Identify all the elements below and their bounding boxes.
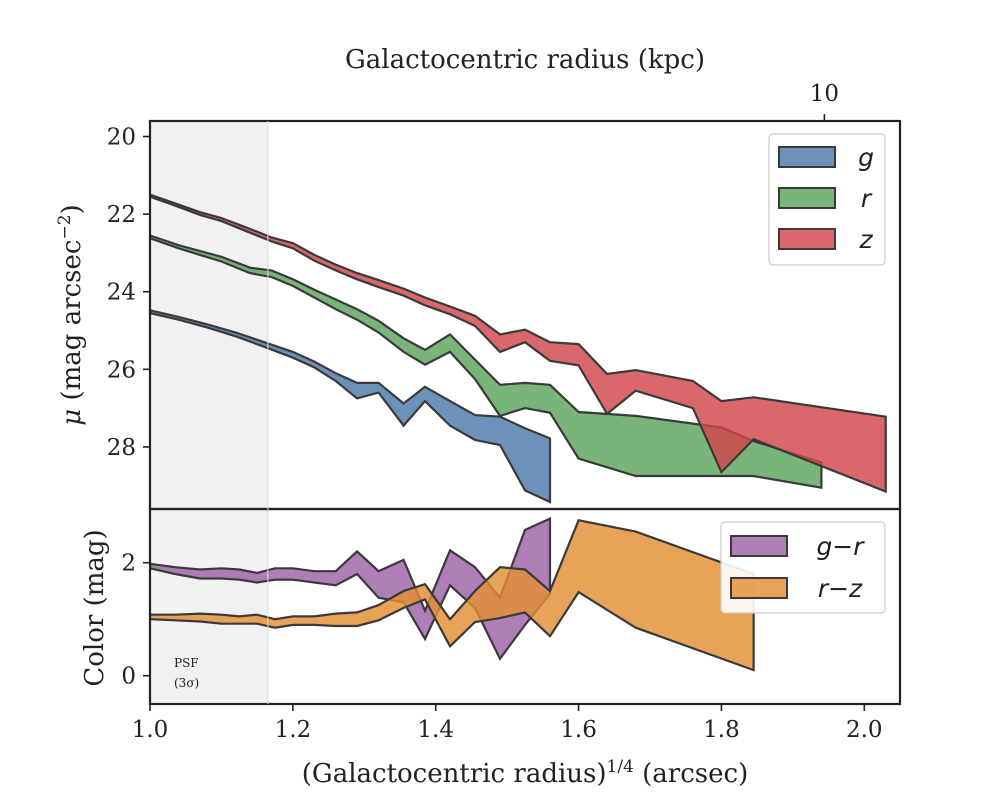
- surface-brightness-band-1: [150, 234, 823, 490]
- x-axis-title-unit: (arcsec): [634, 759, 748, 789]
- bottom-panel-frame: [148, 507, 902, 706]
- legend-label: g: [858, 143, 874, 172]
- psf-annotation-label: PSF: [174, 656, 199, 670]
- y-tick-label: 28: [107, 435, 136, 461]
- top-x-tick-label: 10: [810, 81, 839, 107]
- legend-swatch: [778, 146, 836, 168]
- surface-brightness-band-0: [150, 309, 552, 504]
- x-tick-label: 1.6: [560, 717, 597, 743]
- x-axis-title-exponent: 1/4: [607, 757, 634, 777]
- psf-shaded-region: [150, 509, 268, 704]
- psf-annotation-sigma: (3σ): [174, 676, 199, 690]
- y-tick-label: 26: [107, 357, 136, 383]
- color-bands: [150, 516, 755, 672]
- x-axis-title: (Galactocentric radius)1/4 (arcsec): [302, 757, 748, 789]
- surface-brightness-bands: [150, 193, 887, 504]
- x-tick-label: 2.0: [846, 717, 883, 743]
- x-tick-label: 1.0: [132, 717, 169, 743]
- y-axis-title-bottom: Color (mag): [80, 529, 110, 686]
- legend-swatch: [778, 187, 836, 209]
- surface-brightness-band-2: [150, 193, 887, 494]
- legend-swatch: [730, 577, 788, 599]
- x-tick-label: 1.8: [703, 717, 740, 743]
- y-tick-label: 0: [121, 664, 136, 690]
- legend-swatch: [778, 228, 836, 250]
- legend-label: g−r: [816, 532, 865, 561]
- legend-swatch: [730, 535, 788, 557]
- x-tick-label: 1.2: [275, 717, 312, 743]
- y-tick-label: 20: [107, 125, 136, 151]
- legend-label: r: [861, 184, 873, 213]
- legend-label: r−z: [818, 574, 863, 603]
- top-axis-title: Galactocentric radius (kpc): [345, 45, 705, 75]
- y-tick-label: 24: [107, 280, 136, 306]
- legend-bottom: g−r r−z: [720, 521, 886, 614]
- x-tick-label: 1.4: [417, 717, 454, 743]
- y-tick-label: 22: [107, 202, 136, 228]
- legend-top: grz: [768, 133, 886, 266]
- legend-label: z: [858, 225, 873, 254]
- y-tick-label: 2: [121, 551, 136, 577]
- y-axis-title-top: μ (mag arcsec−2): [55, 204, 87, 425]
- color-band-1: [150, 519, 755, 672]
- axis-ticks: 2022242628021.01.21.41.61.82.01020305075…: [107, 81, 883, 743]
